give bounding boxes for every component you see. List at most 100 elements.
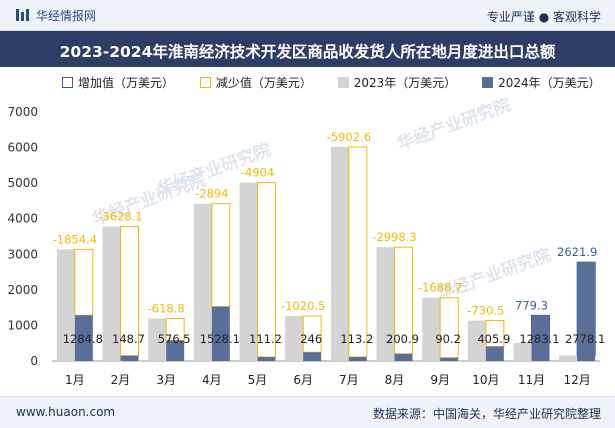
value-2024-label: 1283.1 xyxy=(519,332,559,346)
bar-2023 xyxy=(102,226,121,361)
x-tick-label: 1月 xyxy=(65,373,85,387)
legend-increase-label: 增加值（万美元） xyxy=(78,76,175,90)
diff-label: -618.8 xyxy=(148,301,185,315)
bar-2024 xyxy=(257,357,276,361)
y-tick-label: 4000 xyxy=(7,212,38,226)
bar-2024 xyxy=(440,357,459,361)
value-2024-label: 113.2 xyxy=(340,332,373,346)
x-tick-label: 12月 xyxy=(564,373,591,387)
value-2024-label: 405.9 xyxy=(477,332,510,346)
bar-2023 xyxy=(376,247,395,361)
diff-label: -1854.4 xyxy=(53,232,97,246)
y-tick-label: 6000 xyxy=(7,141,38,155)
diff-label: -2998.3 xyxy=(372,230,416,244)
x-tick-label: 2月 xyxy=(111,373,131,387)
bar-2024 xyxy=(394,353,413,361)
legend-2024: 2024年（万美元） xyxy=(482,74,601,91)
y-tick-label: 7000 xyxy=(7,105,38,119)
legend-decrease: 减少值（万美元） xyxy=(199,74,312,91)
increase-swatch xyxy=(62,77,73,88)
diff-label: 779.3 xyxy=(515,298,548,312)
bar-2024 xyxy=(74,315,93,361)
bar-2024 xyxy=(577,262,596,361)
diff-label: -3628.1 xyxy=(98,210,142,224)
legend-2023: 2023年（万美元） xyxy=(337,74,456,91)
diff-label: 2621.9 xyxy=(557,245,597,259)
labels: -1854.4 1284.8 1月 -3628.1 148.7 2月 -618.8 576.5… xyxy=(53,130,606,387)
value-2024-label: 111.2 xyxy=(249,332,282,346)
bar-2023 xyxy=(193,203,212,361)
title-bar: 2023-2024年淮南经济技术开发区商品收发货人所在地月度进出口总额 xyxy=(0,31,615,67)
x-tick-label: 9月 xyxy=(430,373,450,387)
brand: 华经情报网 xyxy=(16,7,96,24)
brand-logo-icon xyxy=(16,9,29,21)
swatch-2023 xyxy=(337,77,349,88)
bar-2023 xyxy=(285,315,304,361)
bar-2023 xyxy=(513,343,532,361)
bars xyxy=(56,146,596,361)
decrease-box xyxy=(257,182,276,358)
site-url: www.huaon.com xyxy=(16,405,116,419)
bar-2024 xyxy=(303,352,322,361)
footer: www.huaon.com 数据来源：中国海关，华经产业研究院整理 xyxy=(0,396,615,428)
swatch-2024 xyxy=(482,77,494,88)
value-2024-label: 90.2 xyxy=(435,332,461,346)
bar-2023 xyxy=(56,249,75,361)
diff-label: -5902.6 xyxy=(327,130,371,144)
x-tick-label: 3月 xyxy=(156,373,176,387)
x-tick-label: 10月 xyxy=(472,373,499,387)
legend-increase: 增加值（万美元） xyxy=(62,74,174,91)
bar-2024 xyxy=(211,306,230,361)
diff-label: -730.5 xyxy=(467,304,504,318)
slogan: 专业严谨 ● 客观科学 xyxy=(486,10,601,24)
top-bar: 华经情报网 专业严谨 ● 客观科学 xyxy=(0,0,615,31)
legend-decrease-label: 减少值（万美元） xyxy=(215,76,312,90)
y-axis: 0 1000 2000 3000 4000 5000 6000 7000 xyxy=(7,105,600,368)
y-tick-label: 1000 xyxy=(7,318,38,332)
decrease-box xyxy=(120,226,139,357)
decrease-box xyxy=(211,203,231,308)
bar-2023 xyxy=(148,318,167,361)
y-tick-label: 2000 xyxy=(7,283,38,297)
bar-2024 xyxy=(120,355,139,361)
decrease-box xyxy=(348,146,368,358)
y-tick-label: 0 xyxy=(30,354,38,368)
value-2024-label: 200.9 xyxy=(386,332,419,346)
x-tick-label: 11月 xyxy=(518,373,545,387)
data-source: 数据来源：中国海关，华经产业研究院整理 xyxy=(372,407,601,421)
x-tick-label: 6月 xyxy=(293,373,313,387)
brand-name: 华经情报网 xyxy=(36,9,97,23)
decrease-box xyxy=(74,248,94,316)
value-2024-label: 2778.1 xyxy=(565,332,605,346)
bar-2024 xyxy=(348,356,367,361)
y-tick-label: 3000 xyxy=(7,247,38,261)
value-2024-label: 148.7 xyxy=(112,332,145,346)
diff-label: -1020.5 xyxy=(281,299,325,313)
x-tick-label: 8月 xyxy=(385,373,405,387)
legend: 增加值（万美元） 减少值（万美元） 2023年（万美元） 2024年（万美元） xyxy=(62,74,615,91)
value-2024-label: 576.5 xyxy=(158,332,191,346)
decrease-box xyxy=(439,297,459,359)
bar-2024 xyxy=(166,340,185,361)
value-2024-label: 246 xyxy=(300,332,322,346)
bar-2023 xyxy=(422,297,441,361)
x-tick-label: 7月 xyxy=(339,373,359,387)
y-tick-label: 5000 xyxy=(7,176,38,190)
value-2024-label: 1528.1 xyxy=(200,332,240,346)
bar-2024 xyxy=(485,346,504,361)
chart-title: 2023-2024年淮南经济技术开发区商品收发货人所在地月度进出口总额 xyxy=(59,43,556,61)
decrease-swatch xyxy=(199,77,211,88)
watermark-2: 华经产业研究院 xyxy=(395,94,514,154)
bar-2023 xyxy=(239,182,258,361)
x-tick-label: 5月 xyxy=(248,373,268,387)
diff-label: -2894 xyxy=(195,187,228,201)
watermark-3: 华经产业研究院 xyxy=(435,244,554,304)
bar-2023 xyxy=(559,355,578,361)
bar-2023 xyxy=(330,147,349,361)
diff-label: -4904 xyxy=(241,166,274,180)
x-tick-label: 4月 xyxy=(202,373,222,387)
bar-2023 xyxy=(467,320,486,361)
bar-2024 xyxy=(531,315,550,361)
